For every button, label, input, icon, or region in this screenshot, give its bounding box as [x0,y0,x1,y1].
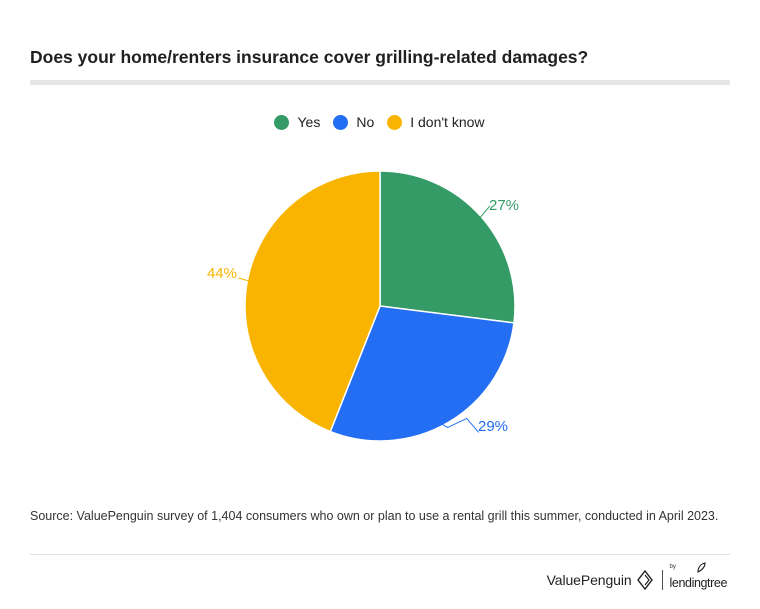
source-note: Source: ValuePenguin survey of 1,404 con… [30,509,719,523]
legend-swatch-dont-know [387,114,403,130]
legend-item-yes: Yes [274,114,320,130]
legend-swatch-yes [274,114,290,130]
footer-branding: ValuePenguin by lendingtree [546,562,728,590]
pie-slice-no [329,305,515,442]
lendingtree-logo: by lendingtree [669,562,728,590]
legend-item-dont-know: I don't know [387,114,485,130]
data-label-no: 29% [478,418,508,435]
page-title: Does your home/renters insurance cover g… [30,47,589,67]
legend-label-yes: Yes [297,114,321,130]
lendingtree-logo-text: lendingtree [669,576,728,590]
pie-chart: 27% 29% 44% [207,170,519,442]
legend-label-dont-know: I don't know [410,114,485,130]
title-divider [30,80,730,85]
valuepenguin-logo-text: ValuePenguin [546,572,632,588]
legend-item-no: No [333,114,374,130]
leader-line-yes [479,205,491,219]
footer-divider [30,554,730,555]
legend-swatch-no [333,114,349,130]
leaf-icon [696,562,706,573]
legend-label-no: No [356,114,375,130]
leader-line-dont-know [238,277,249,282]
penguin-logo-icon [636,570,653,590]
data-label-yes: 27% [489,197,519,214]
pie-slice-yes [379,170,516,324]
leader-line-no [440,417,480,433]
brand-by-text: by [669,564,676,570]
brand-separator [661,570,663,590]
chart-legend: Yes No I don't know [0,114,760,130]
data-label-dont-know: 44% [207,265,237,282]
